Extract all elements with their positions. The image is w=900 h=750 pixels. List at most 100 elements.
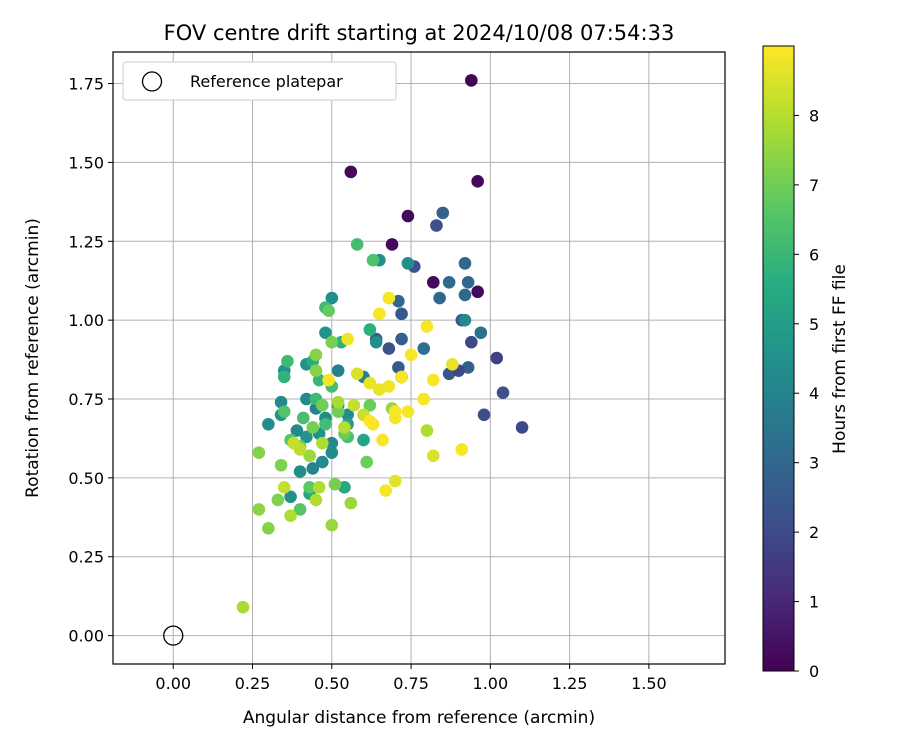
data-point xyxy=(338,481,351,494)
data-point xyxy=(309,364,323,377)
data-point xyxy=(395,370,408,384)
data-point xyxy=(300,430,313,444)
data-point xyxy=(344,165,358,179)
data-point xyxy=(373,383,386,396)
data-point xyxy=(312,373,326,387)
data-point xyxy=(426,373,440,387)
data-point xyxy=(325,335,339,349)
reference-platepar-marker xyxy=(163,625,184,646)
data-point xyxy=(274,395,288,409)
y-tick-label: 0.75 xyxy=(68,390,104,409)
data-point xyxy=(303,449,316,463)
data-point xyxy=(331,395,345,409)
x-axis-label: Angular distance from reference (arcmin) xyxy=(243,708,595,728)
data-point xyxy=(388,474,402,488)
data-point xyxy=(515,421,529,434)
data-point xyxy=(284,509,297,523)
data-point xyxy=(458,288,472,302)
data-point xyxy=(401,405,415,418)
data-point xyxy=(477,408,491,422)
data-point xyxy=(331,364,345,377)
data-point xyxy=(471,175,484,188)
data-point xyxy=(445,358,459,371)
data-point xyxy=(252,503,266,516)
x-tick-label: 1.00 xyxy=(473,674,509,693)
data-point xyxy=(236,600,250,614)
data-point xyxy=(277,370,291,384)
data-point xyxy=(341,408,354,422)
data-point xyxy=(322,373,335,387)
data-point xyxy=(392,294,405,308)
data-point xyxy=(474,326,488,340)
data-point xyxy=(401,209,415,223)
data-point xyxy=(420,424,434,437)
data-point xyxy=(430,219,443,232)
colorbar xyxy=(762,45,795,672)
data-point xyxy=(309,348,323,362)
data-point xyxy=(322,304,335,317)
data-point xyxy=(426,449,440,463)
data-point xyxy=(363,323,377,336)
colorbar-tick-label: 5 xyxy=(809,315,819,334)
colorbar-ticks: 0 1 2 3 4 5 6 7 8 xyxy=(794,106,819,681)
data-point xyxy=(274,458,288,472)
data-point xyxy=(284,490,297,504)
y-tick-label: 0.25 xyxy=(68,548,104,567)
data-point xyxy=(325,518,339,532)
colorbar-tick-label: 0 xyxy=(809,662,819,681)
data-point xyxy=(309,493,323,507)
data-point xyxy=(325,436,339,450)
x-tick-label: 0.75 xyxy=(393,674,429,693)
y-tick-label: 1.50 xyxy=(68,153,104,172)
data-point xyxy=(363,376,377,390)
x-tick-label: 1.25 xyxy=(552,674,588,693)
data-point xyxy=(395,332,408,346)
data-point xyxy=(325,446,339,459)
colorbar-label: Hours from first FF file xyxy=(830,264,850,454)
data-point xyxy=(471,285,484,299)
data-point xyxy=(376,433,389,447)
y-tick-label: 1.25 xyxy=(68,232,104,251)
data-point xyxy=(262,522,275,535)
data-point xyxy=(417,342,431,355)
data-point xyxy=(281,354,294,368)
data-point xyxy=(360,455,373,469)
data-point xyxy=(271,493,285,507)
data-point xyxy=(350,238,364,251)
data-point xyxy=(277,481,291,494)
colorbar-tick-label: 8 xyxy=(809,106,819,125)
data-point xyxy=(319,417,332,431)
colorbar-tick-label: 1 xyxy=(809,593,819,612)
data-point xyxy=(300,392,313,406)
data-point xyxy=(490,351,503,365)
data-point xyxy=(303,481,316,494)
colorbar-tick-label: 7 xyxy=(809,176,819,195)
axes: 0.00 0.25 0.50 0.75 1.00 1.25 1.50 0.00 0.25 0.50… xyxy=(68,75,666,693)
data-point xyxy=(363,399,377,412)
y-tick-label: 0.00 xyxy=(68,627,104,646)
colorbar-tick-label: 4 xyxy=(809,384,819,403)
data-point xyxy=(363,414,377,428)
data-point xyxy=(433,291,446,305)
data-point xyxy=(341,332,354,346)
x-tick-label: 1.50 xyxy=(631,674,667,693)
plot-frame xyxy=(112,51,726,665)
data-point xyxy=(319,326,332,340)
legend: Reference platepar xyxy=(122,61,397,101)
data-point xyxy=(357,433,370,447)
data-point xyxy=(366,253,380,267)
data-point xyxy=(455,443,469,456)
data-point xyxy=(465,335,478,349)
data-point xyxy=(315,436,329,450)
data-point xyxy=(379,484,393,497)
data-point xyxy=(373,307,386,321)
data-point xyxy=(262,417,275,431)
data-point xyxy=(442,367,456,381)
colorbar-tick-label: 2 xyxy=(809,523,819,542)
data-point xyxy=(293,503,307,516)
data-point xyxy=(461,361,475,374)
y-axis-label: Rotation from reference (arcmin) xyxy=(23,218,43,498)
data-point xyxy=(382,291,396,305)
data-point xyxy=(277,405,291,418)
